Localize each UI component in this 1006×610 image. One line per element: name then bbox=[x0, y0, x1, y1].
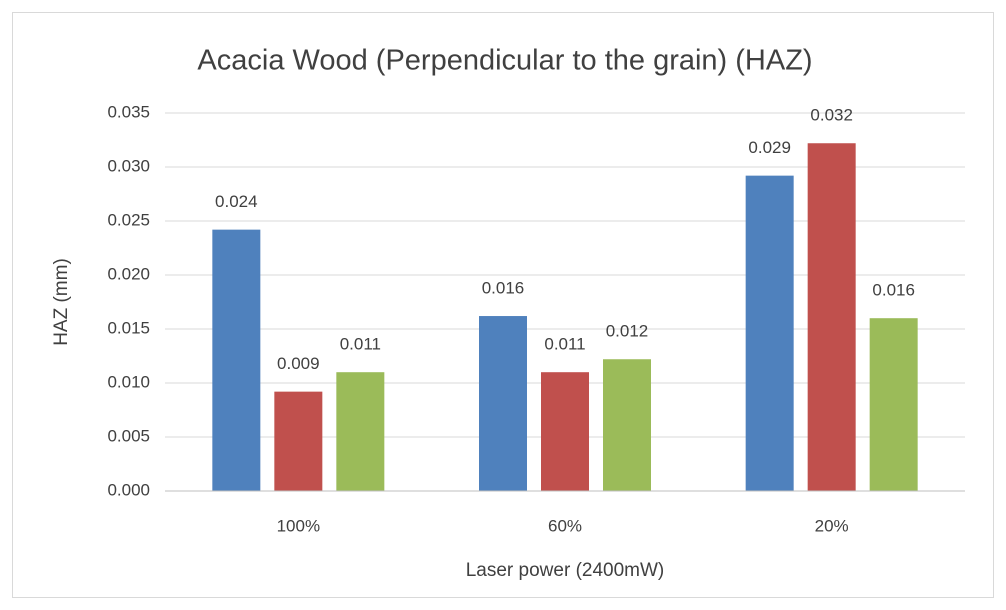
bar bbox=[745, 175, 794, 491]
y-tick-label: 0.000 bbox=[107, 480, 150, 499]
y-tick-label: 0.015 bbox=[107, 318, 150, 337]
bar bbox=[603, 359, 651, 491]
y-tick-label: 0.020 bbox=[107, 264, 150, 283]
x-axis-title: Laser power (2400mW) bbox=[466, 560, 665, 581]
bar bbox=[541, 372, 589, 491]
value-label: 0.016 bbox=[872, 281, 915, 300]
y-tick-label: 0.010 bbox=[107, 372, 150, 391]
x-tick-label: 20% bbox=[815, 516, 849, 535]
y-tick-label: 0.030 bbox=[107, 156, 150, 175]
value-label: 0.032 bbox=[810, 106, 853, 125]
y-tick-label: 0.035 bbox=[107, 102, 150, 121]
value-label: 0.024 bbox=[215, 192, 258, 211]
bar bbox=[212, 229, 261, 491]
bar bbox=[869, 318, 918, 491]
y-axis-title: HAZ (mm) bbox=[51, 258, 72, 346]
value-label: 0.012 bbox=[606, 322, 649, 341]
y-tick-label: 0.005 bbox=[107, 426, 150, 445]
value-label: 0.016 bbox=[482, 279, 525, 298]
x-tick-label: 60% bbox=[548, 516, 582, 535]
x-tick-label: 100% bbox=[277, 516, 320, 535]
bar bbox=[807, 143, 856, 492]
y-tick-label: 0.025 bbox=[107, 210, 150, 229]
value-label: 0.011 bbox=[340, 335, 381, 354]
chart-title: Acacia Wood (Perpendicular to the grain)… bbox=[197, 45, 812, 77]
bar bbox=[479, 316, 527, 491]
bar bbox=[274, 391, 323, 491]
value-label: 0.011 bbox=[544, 335, 585, 354]
bar bbox=[336, 372, 385, 491]
value-label: 0.029 bbox=[748, 138, 791, 157]
value-label: 0.009 bbox=[277, 354, 320, 373]
